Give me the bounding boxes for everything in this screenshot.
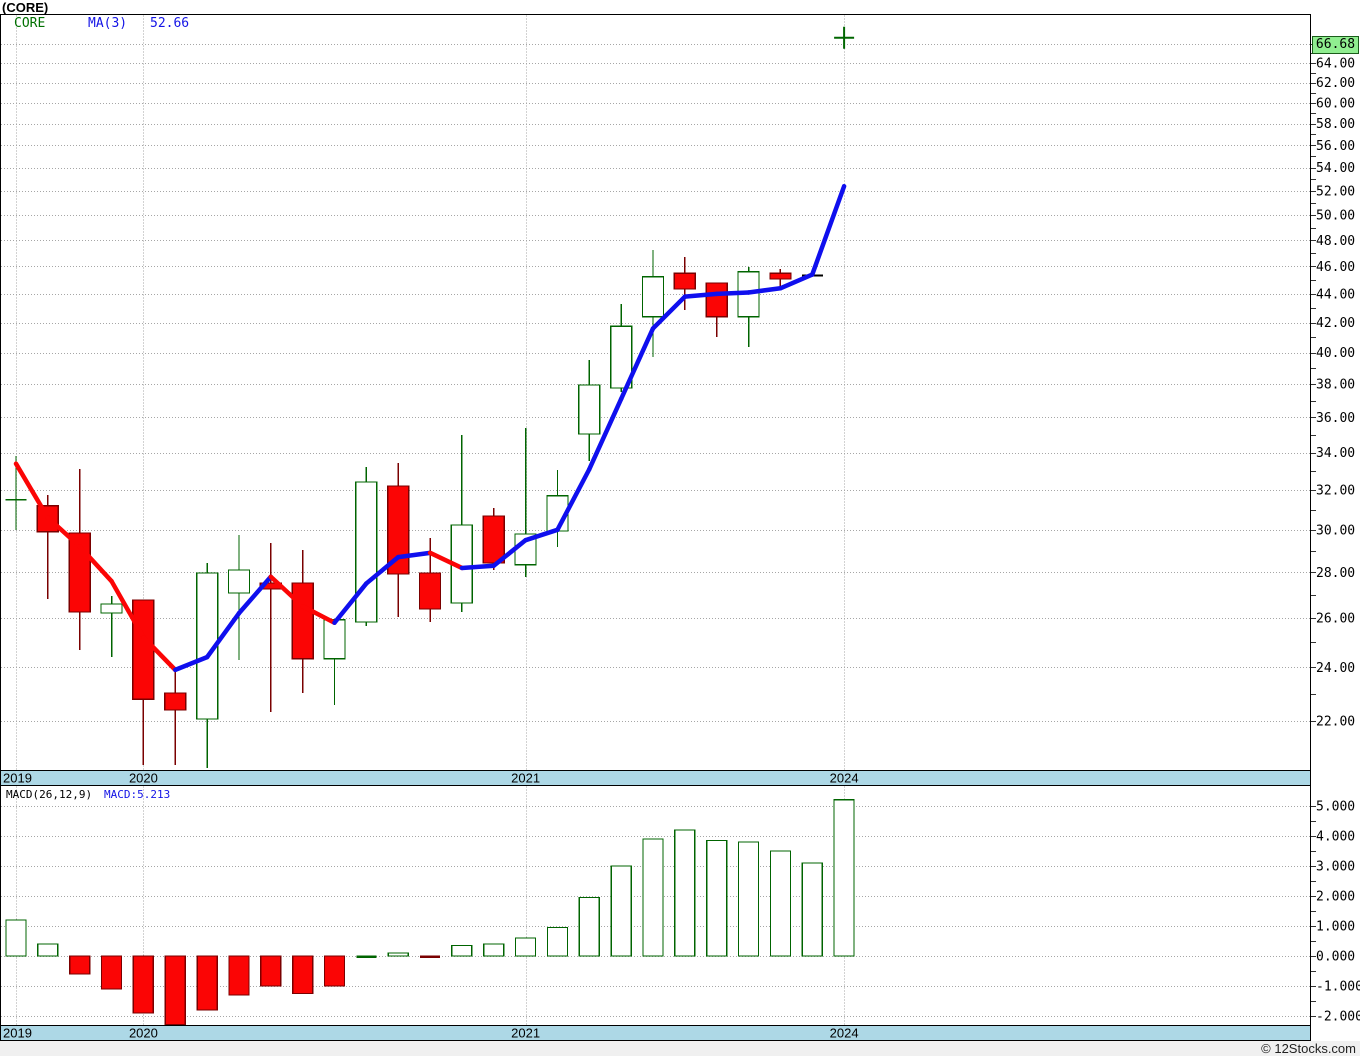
candle [418,537,442,623]
macd-params-label: MACD(26,12,9) [6,788,93,801]
macd-bar [483,943,505,957]
macd-bar [260,955,282,987]
ma3-line [13,183,847,673]
year-label: 2020 [129,1026,158,1041]
price-axis-label: 26.00 [1316,611,1355,626]
price-axis-label: 30.00 [1316,523,1355,538]
price-axis-label: 46.00 [1316,260,1355,275]
ma-indicator-value: 52.66 [150,16,190,31]
price-axis-label: 22.00 [1316,714,1355,729]
macd-axis-label: 2.000 [1316,890,1355,905]
candle [100,595,123,657]
watermark-credit: © 12Stocks.com [1261,1041,1356,1056]
macd-axis-label: -1.000 [1316,980,1360,995]
macd-bar [196,955,218,1011]
candle [610,304,633,393]
candle [673,256,696,310]
macd-axis-label: -2.000 [1316,1010,1360,1025]
year-label: 2024 [830,771,859,786]
macd-bar [291,955,314,995]
macd-bar [674,829,696,957]
macd-histogram [5,798,855,1026]
macd-axis-label: 4.000 [1316,830,1355,845]
price-axis-label: 60.00 [1316,96,1355,111]
macd-axis: 5.000 4.000 3.000 2.000 1.000 0.000 -1.000 -2.0… [1311,800,1360,1025]
year-label: 2024 [830,1026,859,1041]
symbol-label: CORE [14,16,46,31]
candle [578,360,601,461]
price-axis-label: 62.00 [1316,76,1355,91]
candle [5,455,27,530]
macd-axis-label: 5.000 [1316,800,1355,815]
candle [355,467,378,627]
price-axis-label: 54.00 [1316,161,1355,176]
candle [387,462,410,618]
year-bands: 2019 2020 2021 2024 2019 2020 2021 2024 [3,771,859,1041]
price-axis-label: 52.00 [1316,184,1355,199]
macd-bar [69,955,91,975]
macd-value-label: MACD:5.213 [104,788,171,801]
macd-bar [37,943,59,957]
macd-bar [132,955,155,1014]
macd-bar [323,955,346,987]
ma-indicator-label: MA(3) [88,16,128,31]
macd-bar [514,937,537,957]
last-price-badge: 66.68 [1312,36,1359,54]
price-axis-label: 58.00 [1316,117,1355,132]
price-axis-label: 28.00 [1316,566,1355,581]
price-axis: 64.00 62.00 60.00 58.00 56.00 54.00 52.00 50.00… [1311,44,1355,729]
year-label: 2020 [129,771,158,786]
price-axis-label: 24.00 [1316,661,1355,676]
price-axis-label: 32.00 [1316,484,1355,499]
macd-bar [100,955,123,990]
macd-bar [610,865,632,957]
candle [514,428,537,577]
price-axis-label: 38.00 [1316,378,1355,393]
price-axis-label: 48.00 [1316,234,1355,249]
macd-bar [801,862,823,957]
candle [227,534,251,660]
price-axis-label: 64.00 [1316,57,1355,72]
macd-bar [642,838,664,957]
candlesticks [5,26,855,769]
price-axis-label: 40.00 [1316,346,1355,361]
macd-axis-label: 0.000 [1316,950,1355,965]
year-label: 2021 [511,1026,540,1041]
price-axis-label: 56.00 [1316,139,1355,154]
macd-bar [737,841,760,957]
macd-bar [769,850,792,957]
candle [164,669,187,766]
macd-bar [546,926,569,957]
macd-bar [578,896,600,957]
latest-price-crosshair-icon [834,26,855,49]
year-label: 2021 [511,771,540,786]
price-axis-label: 36.00 [1316,411,1355,426]
macd-axis-label: 1.000 [1316,920,1355,935]
candle [482,508,505,570]
macd-axis-label: 3.000 [1316,860,1355,875]
macd-bar [451,944,473,957]
macd-bar [387,952,409,957]
price-axis-label: 50.00 [1316,209,1355,224]
candle [641,249,665,358]
year-label: 2019 [3,1026,32,1041]
year-label: 2019 [3,771,32,786]
macd-bar [833,798,855,957]
page-title: (CORE) [2,0,49,15]
candle [323,619,346,705]
macd-bar [706,839,728,957]
price-axis-label: 42.00 [1316,316,1355,331]
macd-bar [164,955,186,1026]
macd-bar [5,919,27,957]
price-axis-label: 44.00 [1316,287,1355,302]
price-axis-label: 34.00 [1316,446,1355,461]
macd-bar [228,955,250,996]
